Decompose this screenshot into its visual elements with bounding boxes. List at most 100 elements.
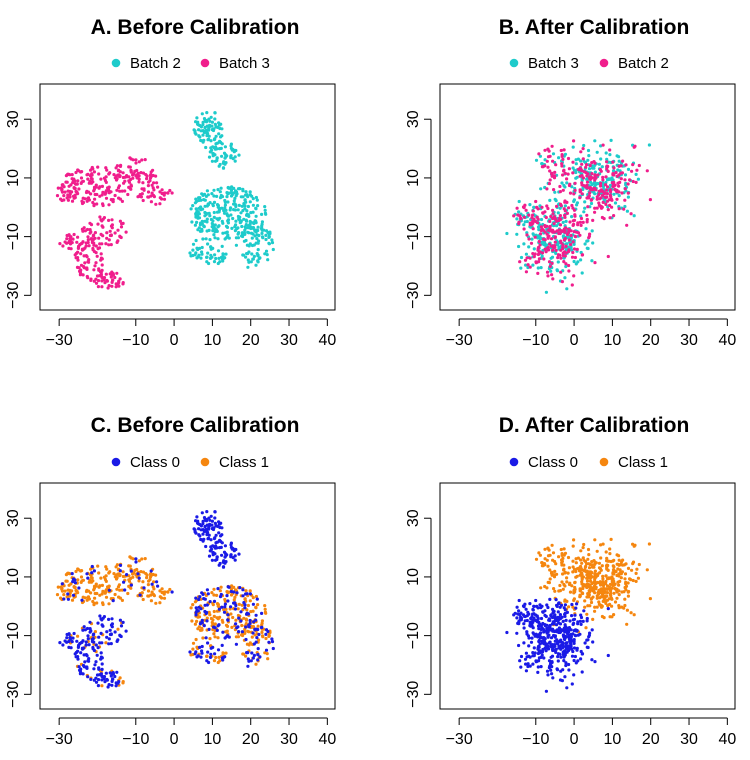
scatter-point-batch-3	[118, 277, 122, 281]
scatter-point-class-0	[202, 537, 206, 541]
scatter-point-class-0	[545, 669, 550, 673]
scatter-point-class-0	[60, 582, 64, 586]
scatter-point-class-0	[541, 621, 545, 626]
scatter-point-batch-3	[121, 175, 125, 180]
scatter-point-batch-2	[543, 238, 547, 242]
scatter-point-batch-2	[537, 257, 542, 261]
scatter-point-batch-3	[129, 184, 133, 188]
scatter-point-batch-3	[579, 258, 583, 262]
scatter-point-batch-2	[619, 177, 623, 181]
scatter-point-class-1	[191, 647, 195, 651]
scatter-point-class-1	[74, 588, 78, 592]
scatter-point-batch-2	[215, 203, 220, 207]
scatter-point-batch-2	[529, 241, 534, 245]
scatter-point-class-1	[619, 570, 623, 574]
scatter-point-class-0	[81, 663, 86, 668]
scatter-point-batch-2	[267, 242, 271, 246]
scatter-point-batch-3	[110, 223, 114, 227]
scatter-point-batch-2	[245, 243, 249, 247]
scatter-point-batch-2	[550, 261, 554, 265]
scatter-point-class-1	[602, 616, 606, 620]
scatter-point-class-1	[90, 576, 94, 580]
scatter-point-class-0	[202, 597, 206, 601]
scatter-point-class-0	[542, 639, 546, 643]
panel-a-points	[55, 111, 275, 290]
scatter-point-batch-3	[77, 187, 81, 191]
scatter-point-batch-2	[202, 138, 206, 142]
scatter-point-class-1	[617, 604, 621, 608]
scatter-point-batch-2	[573, 181, 577, 185]
scatter-point-batch-2	[611, 182, 616, 186]
scatter-point-class-1	[210, 620, 214, 625]
scatter-point-batch-2	[263, 252, 267, 256]
scatter-point-batch-2	[571, 240, 575, 244]
scatter-point-class-0	[549, 636, 554, 640]
scatter-point-batch-3	[122, 181, 126, 185]
scatter-point-batch-3	[86, 235, 90, 239]
scatter-point-class-0	[118, 569, 122, 573]
scatter-point-batch-2	[526, 263, 530, 267]
y-tick-label: 10	[5, 169, 22, 187]
scatter-point-batch-3	[564, 219, 568, 223]
scatter-point-class-1	[260, 621, 264, 625]
scatter-point-batch-3	[584, 227, 588, 231]
scatter-point-batch-2	[578, 196, 582, 200]
scatter-point-class-0	[88, 620, 92, 624]
scatter-point-batch-2	[605, 185, 610, 189]
scatter-point-class-1	[66, 571, 70, 575]
scatter-point-batch-3	[564, 264, 568, 269]
scatter-point-batch-2	[225, 212, 229, 216]
scatter-point-class-1	[69, 582, 73, 586]
scatter-point-class-1	[247, 630, 251, 634]
scatter-point-batch-2	[615, 197, 619, 201]
scatter-point-class-1	[100, 583, 104, 588]
scatter-point-batch-3	[519, 266, 523, 270]
x-tick-label: 20	[642, 731, 660, 748]
scatter-point-batch-2	[563, 171, 567, 175]
scatter-point-batch-2	[252, 254, 256, 258]
scatter-point-class-1	[617, 589, 621, 593]
scatter-point-batch-2	[603, 195, 607, 199]
scatter-point-class-0	[556, 629, 560, 634]
scatter-point-batch-2	[217, 132, 221, 136]
scatter-point-batch-2	[230, 193, 234, 197]
scatter-point-batch-2	[554, 248, 558, 252]
scatter-point-class-0	[528, 655, 532, 659]
scatter-point-batch-3	[624, 181, 628, 185]
scatter-point-class-0	[229, 589, 233, 594]
scatter-point-class-0	[539, 606, 543, 610]
scatter-point-batch-2	[195, 246, 199, 250]
scatter-point-batch-3	[94, 251, 98, 255]
scatter-point-batch-2	[223, 206, 227, 210]
scatter-point-batch-2	[528, 265, 532, 269]
scatter-point-batch-2	[606, 254, 610, 259]
scatter-point-class-0	[223, 555, 227, 559]
scatter-point-class-1	[601, 574, 605, 579]
scatter-point-batch-3	[634, 172, 638, 176]
scatter-point-batch-2	[562, 207, 566, 211]
scatter-point-class-1	[614, 587, 618, 591]
scatter-point-batch-2	[243, 228, 247, 232]
scatter-point-batch-3	[574, 162, 578, 166]
y-tick-label: 10	[405, 568, 422, 586]
scatter-point-class-0	[249, 659, 253, 663]
scatter-point-batch-3	[65, 237, 69, 241]
scatter-point-batch-2	[586, 205, 590, 209]
x-tick-label: −30	[46, 731, 73, 748]
scatter-point-batch-3	[517, 199, 521, 204]
scatter-point-class-0	[90, 637, 94, 642]
scatter-point-class-1	[261, 635, 265, 639]
scatter-point-batch-2	[620, 191, 624, 195]
scatter-point-batch-3	[565, 287, 569, 291]
scatter-point-batch-3	[597, 162, 602, 166]
scatter-point-batch-3	[127, 179, 131, 183]
scatter-point-batch-2	[622, 207, 626, 211]
scatter-point-batch-3	[126, 192, 130, 197]
scatter-point-class-0	[194, 606, 198, 610]
scatter-point-batch-3	[62, 194, 66, 198]
scatter-point-class-0	[585, 616, 589, 621]
scatter-point-class-0	[136, 572, 140, 576]
scatter-point-batch-2	[619, 164, 623, 168]
scatter-point-class-0	[125, 573, 129, 577]
scatter-point-class-1	[629, 611, 633, 615]
